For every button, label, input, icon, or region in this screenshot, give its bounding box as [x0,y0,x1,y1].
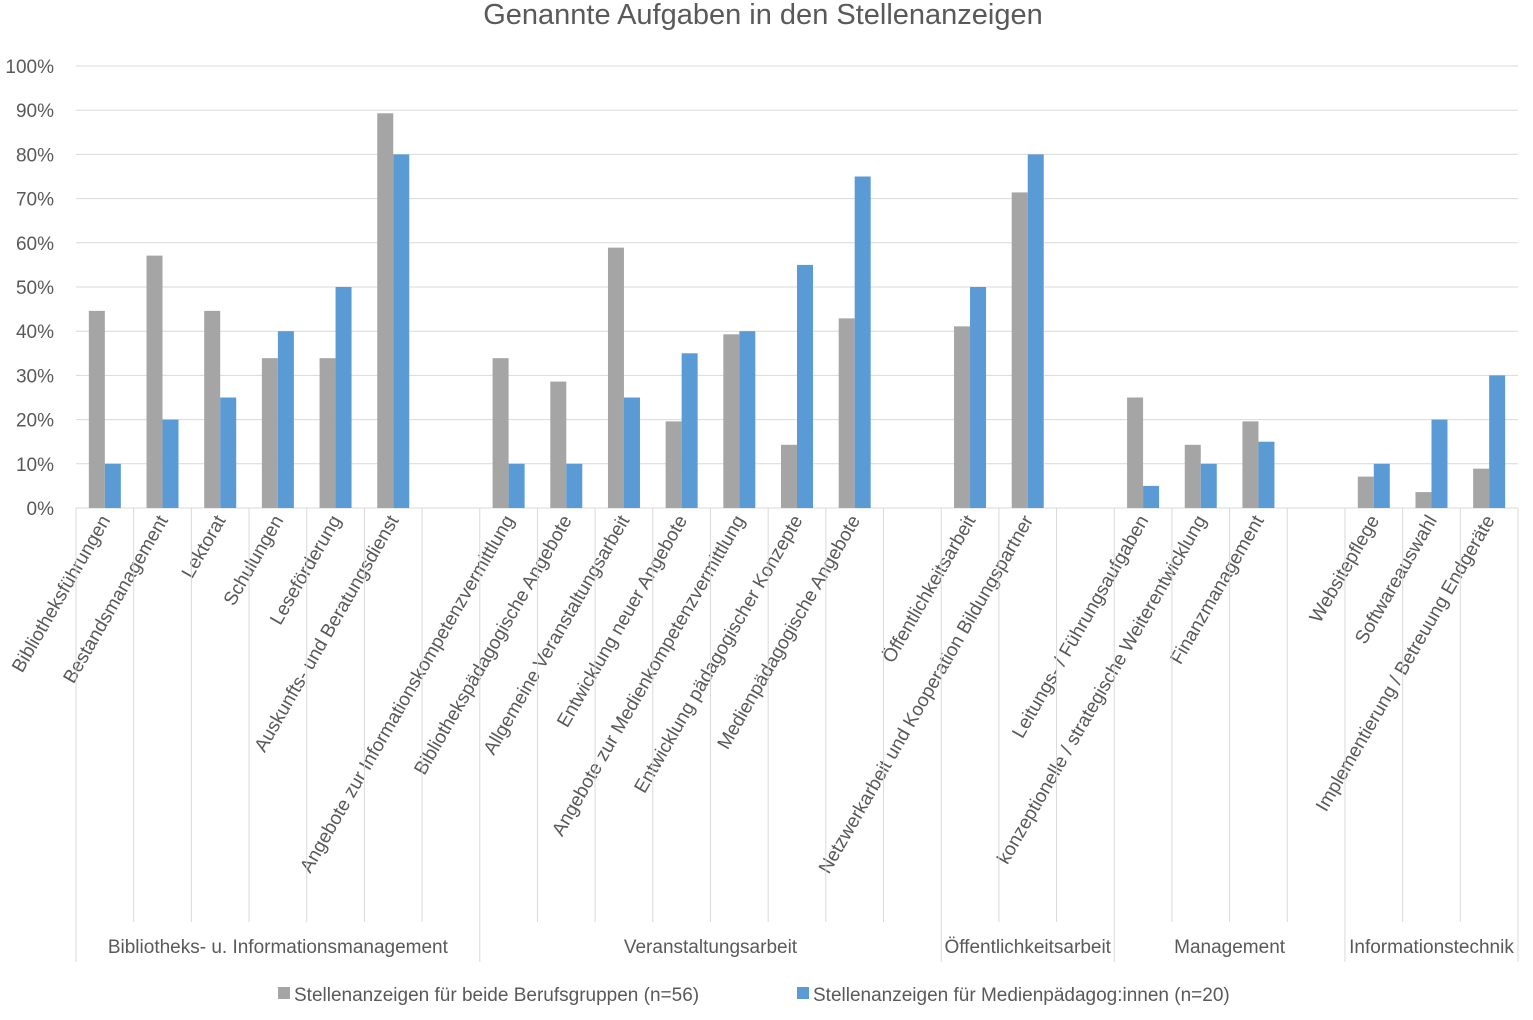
y-tick-label: 60% [16,234,54,255]
bar-series-2 [854,176,871,508]
bar-series-2 [1373,463,1390,508]
bar-series-1 [261,358,278,508]
legend-label-series-2: Stellenanzeigen für Medienpädagog:innen … [813,985,1230,1006]
bar-series-2 [1143,485,1160,508]
y-tick-label: 20% [16,411,54,432]
y-tick-label: 50% [16,278,54,299]
bar-series-1 [954,326,971,508]
bar-series-1 [492,358,509,508]
bars [88,113,1506,509]
y-tick-label: 70% [16,190,54,211]
category-label: Angebote zur Informationskompetenzvermit… [296,512,519,876]
bar-series-1 [1473,468,1490,508]
bar-series-2 [162,419,179,508]
bar-series-1 [1011,192,1028,509]
legend-swatch-series-2 [797,987,809,999]
bar-series-2 [1431,419,1448,508]
bar-series-2 [681,353,698,508]
bar-series-1 [1242,421,1259,508]
y-axis-tick-labels: 0% 10% 20% 30% 40% 50% 60% 70% 80% 90% 100% [5,57,54,520]
bar-series-1 [1357,476,1374,508]
bar-series-1 [1127,397,1144,508]
bar-series-2 [508,463,525,508]
group-label: Öffentlichkeitsarbeit [944,937,1111,958]
y-tick-label: 80% [16,145,54,166]
y-tick-label: 10% [16,455,54,476]
bar-series-2 [104,463,121,508]
bar-series-2 [1200,463,1217,508]
y-tick-label: 40% [16,322,54,343]
bar-series-2 [566,463,583,508]
bar-series-2 [797,264,813,508]
bar-series-1 [781,444,797,508]
bar-series-1 [88,310,105,508]
category-label: Netzwerkarbeit und Kooperation Bildungsp… [815,511,1038,877]
bar-series-2 [1258,441,1275,508]
legend-label-series-1: Stellenanzeigen für beide Berufsgruppen … [294,985,699,1006]
bar-series-1 [1415,492,1432,508]
bar-series-1 [607,247,624,509]
category-label: Schulungen [220,512,288,609]
bar-series-2 [970,287,987,508]
y-tick-label: 0% [27,499,55,520]
bar-series-2 [623,397,640,508]
bar-series-2 [393,154,410,508]
group-label: Management [1174,937,1286,958]
legend: Stellenanzeigen für beide Berufsgruppen … [278,985,1230,1006]
bar-series-1 [1184,444,1201,508]
legend-swatch-series-1 [278,987,290,999]
category-label: Lektorat [178,511,231,582]
bar-series-1 [550,381,567,508]
bar-series-1 [838,318,855,508]
bar-series-2 [277,331,294,508]
y-tick-label: 30% [16,366,54,387]
category-label: Bestandsmanagement [60,511,174,687]
group-label: Informationstechnik [1349,937,1514,958]
bar-series-1 [204,310,221,508]
bar-series-1 [723,334,740,508]
group-label: Veranstaltungsarbeit [624,937,798,958]
chart-title: Genannte Aufgaben in den Stellenanzeigen [483,0,1043,31]
y-tick-label: 90% [16,101,54,122]
x-axis-group-axis: Bibliotheks- u. Informationsmanagement Ve… [75,508,1519,962]
bar-series-2 [335,287,352,508]
bar-series-1 [319,358,336,508]
category-label: konzeptionelle / strategische Weiterentw… [993,512,1211,868]
bar-series-1 [665,421,682,508]
bar-series-1 [377,113,394,508]
y-tick-label: 100% [5,57,54,78]
bar-series-2 [1489,375,1506,508]
bar-series-2 [739,331,756,508]
bar-series-1 [146,255,163,508]
category-label: Bibliotheksführungen [8,512,115,676]
group-label: Bibliotheks- u. Informationsmanagement [108,937,449,958]
bar-series-2 [220,397,237,508]
bar-series-2 [1027,154,1044,508]
